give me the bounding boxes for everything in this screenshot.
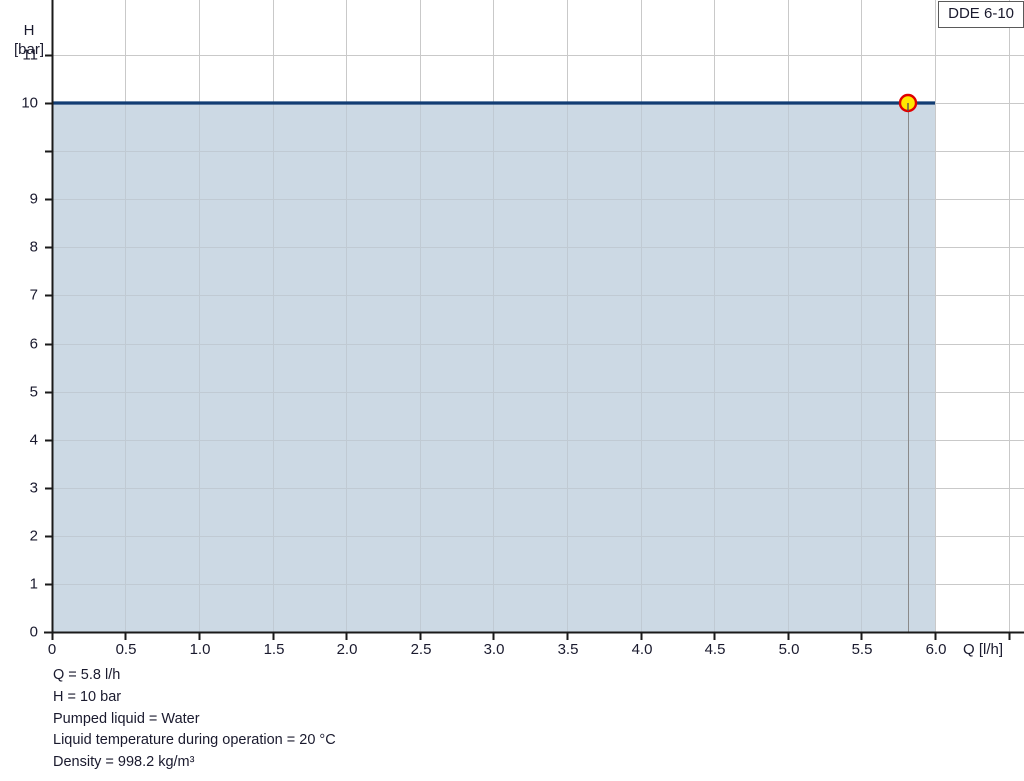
x-tick-label-7: 3.5 bbox=[557, 641, 579, 658]
y-tick-label-2: 2 bbox=[29, 527, 38, 545]
x-tick-label-12: 6.0 bbox=[925, 641, 947, 658]
y-tick-marks bbox=[45, 54, 52, 634]
x-tick-label-6: 3.0 bbox=[483, 641, 505, 658]
y-axis-title-unit: [bar] bbox=[13, 41, 44, 58]
y-tick-label-3: 3 bbox=[29, 479, 38, 497]
y-tick-label-4: 4 bbox=[29, 431, 38, 449]
y-tick-label-9: 9 bbox=[29, 190, 38, 208]
x-axis-title: Q [l/h] bbox=[963, 641, 1004, 658]
y-tick-label-10: 10 bbox=[21, 94, 38, 112]
x-tick-label-5: 2.5 bbox=[410, 641, 432, 658]
duty-point-marker[interactable] bbox=[898, 93, 918, 113]
y-tick-label-0: 0 bbox=[29, 623, 38, 641]
caption-line-head: H = 10 bar bbox=[53, 688, 122, 705]
caption-line-temperature: Liquid temperature during operation = 20… bbox=[53, 732, 336, 749]
caption-line-density: Density = 998.2 kg/m³ bbox=[53, 754, 195, 771]
y-tick-label-11: 11 bbox=[22, 46, 38, 64]
y-tick-label-5: 5 bbox=[29, 383, 38, 401]
x-tick-label-1: 0.5 bbox=[115, 641, 137, 658]
y-axis-title: H [bar] bbox=[8, 2, 50, 78]
y-tick-label-8: 8 bbox=[29, 238, 38, 256]
legend-label-dde: DDE 6-10 bbox=[948, 5, 1014, 22]
x-tick-label-9: 4.5 bbox=[704, 641, 726, 658]
plot-area bbox=[44, 0, 1024, 640]
x-tick-label-0: 0 bbox=[47, 641, 57, 658]
x-tick-label-2: 1.0 bbox=[189, 641, 211, 658]
y-tick-label-6: 6 bbox=[29, 335, 38, 353]
x-tick-marks bbox=[51, 633, 1011, 640]
gridlines-over-fill bbox=[52, 103, 935, 632]
x-tick-label-10: 5.0 bbox=[778, 641, 800, 658]
x-tick-label-4: 2.0 bbox=[336, 641, 358, 658]
x-tick-label-3: 1.5 bbox=[263, 641, 285, 658]
y-tick-label-7: 7 bbox=[29, 286, 38, 304]
x-tick-label-8: 4.0 bbox=[631, 641, 653, 658]
operating-conditions-caption: Q = 5.8 l/h H = 10 bar Pumped liquid = W… bbox=[53, 665, 336, 774]
caption-line-flow: Q = 5.8 l/h bbox=[53, 667, 121, 683]
caption-line-pumped-liquid: Pumped liquid = Water bbox=[53, 710, 200, 727]
x-tick-label-11: 5.5 bbox=[851, 641, 873, 658]
y-axis-title-symbol: H bbox=[23, 22, 35, 39]
legend-box[interactable]: DDE 6-10 bbox=[938, 1, 1024, 28]
y-tick-label-1: 1 bbox=[29, 575, 38, 593]
